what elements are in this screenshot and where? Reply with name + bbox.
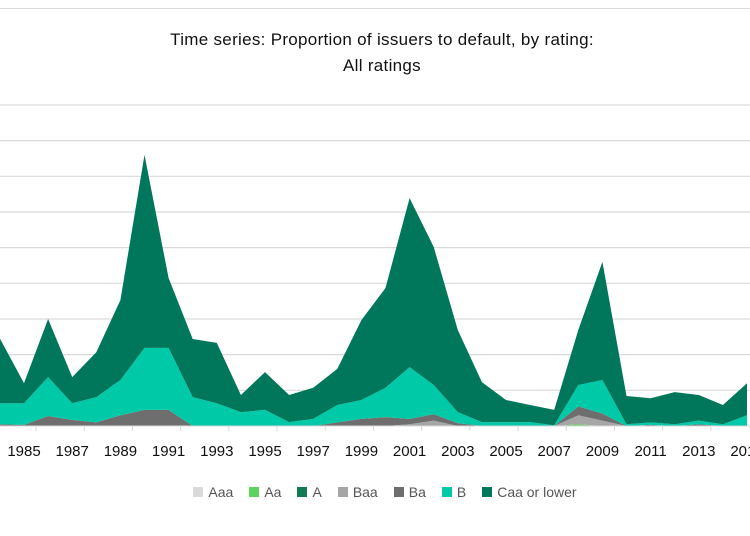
x-tick-label: 1993 — [200, 443, 233, 460]
area-baa — [0, 415, 747, 426]
legend-swatch — [393, 487, 404, 497]
x-tick-label: 1997 — [297, 443, 330, 460]
x-tick-label: 2003 — [441, 443, 474, 460]
legend-item: Aaa — [193, 484, 233, 500]
x-tick-label: 1989 — [104, 443, 137, 460]
area-caa-or-lower — [0, 154, 747, 426]
legend-item: A — [297, 484, 322, 500]
legend-swatch — [441, 487, 452, 497]
x-tick-label: 1985 — [7, 443, 40, 460]
x-tick-label: 2013 — [682, 443, 715, 460]
legend-swatch — [482, 487, 493, 497]
legend-label: Caa or lower — [497, 484, 577, 500]
chart-frame — [0, 8, 750, 529]
x-tick-label: 2015 — [730, 443, 750, 460]
legend-item: B — [441, 484, 467, 500]
legend-item: Aa — [249, 484, 281, 500]
legend-swatch — [249, 487, 260, 497]
x-tick-label: 1995 — [248, 443, 281, 460]
chart-title: Time series: Proportion of issuers to de… — [170, 30, 594, 49]
area-ba — [0, 406, 747, 426]
x-tick-label: 1991 — [152, 443, 185, 460]
legend-item: Ba — [393, 484, 426, 500]
legend-label: B — [456, 484, 467, 500]
area-b — [0, 347, 747, 426]
chart-subtitle: All ratings — [343, 56, 421, 75]
legend-item: Caa or lower — [482, 484, 577, 500]
legend-swatch — [337, 487, 348, 497]
x-tick-label: 2009 — [586, 443, 619, 460]
legend-swatch — [297, 487, 308, 497]
x-tick-label: 2005 — [489, 443, 522, 460]
legend-label: A — [312, 484, 322, 500]
x-tick-label: 1987 — [56, 443, 89, 460]
legend-label: Ba — [408, 484, 426, 500]
legend-label: Baa — [352, 484, 378, 500]
legend: Aaa Aa A Baa Ba B Caa or lower — [0, 484, 750, 500]
legend-item: Baa — [337, 484, 378, 500]
x-tick-label: 2007 — [538, 443, 571, 460]
legend-label: Aa — [264, 484, 282, 500]
x-tick-label: 1999 — [345, 443, 378, 460]
legend-swatch — [193, 487, 204, 497]
x-tick-label: 2001 — [393, 443, 426, 460]
legend-label: Aaa — [208, 484, 234, 500]
x-tick-label: 2011 — [634, 443, 666, 460]
